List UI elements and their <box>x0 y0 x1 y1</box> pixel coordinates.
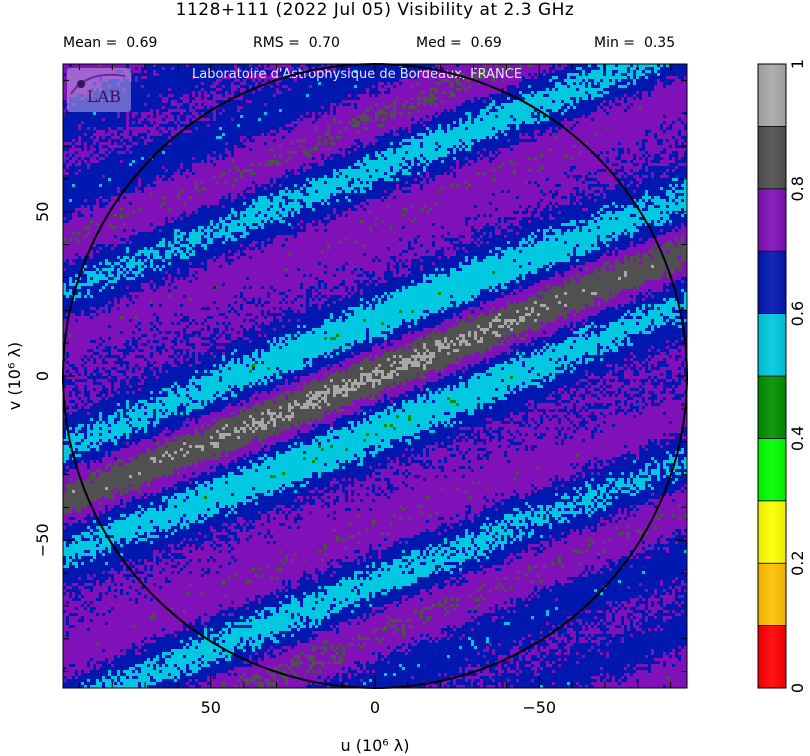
stat-med: Med = 0.69 <box>416 35 502 51</box>
lab-logo-mark: LAB <box>70 73 126 106</box>
plot-frame <box>62 63 688 689</box>
y-axis-title: v (10⁶ λ) <box>5 342 24 410</box>
plot-area <box>63 64 687 688</box>
uv-coverage-circle <box>62 63 688 689</box>
stat-min-value: 0.35 <box>643 35 676 51</box>
stat-rms-value: 0.70 <box>308 35 340 51</box>
x-tick-label: 0 <box>370 698 380 717</box>
stat-med-label: Med = <box>416 35 462 51</box>
y-tick-label: 50 <box>33 202 52 222</box>
x-tick-label: 50 <box>201 698 221 717</box>
colorbar-labels: 0 0.2 0.4 0.6 0.8 1 <box>788 59 807 693</box>
y-tick-labels: 50 0 −50 <box>33 202 52 557</box>
colorbar-tick-label: 1 <box>788 59 807 69</box>
stat-rms-label: RMS = <box>253 35 300 51</box>
y-tick-label: 0 <box>33 371 52 381</box>
x-tick-label: −50 <box>522 698 556 717</box>
colorbar-tick-label: 0 <box>788 683 807 693</box>
stat-rms: RMS = 0.70 <box>253 35 340 51</box>
axis-ticks <box>63 64 687 688</box>
stat-mean: Mean = 0.69 <box>63 35 157 51</box>
stat-mean-label: Mean = <box>63 35 118 51</box>
lab-logo: LAB <box>67 68 131 112</box>
colorbar-shade <box>758 64 786 688</box>
lab-logo-text: LAB <box>87 87 121 106</box>
visibility-heatmap <box>63 64 687 688</box>
colorbar-tick-label: 0.6 <box>788 301 807 326</box>
stat-min: Min = 0.35 <box>594 35 675 51</box>
stat-med-value: 0.69 <box>470 35 502 51</box>
x-tick-labels: 50 0 −50 <box>201 698 556 717</box>
stat-min-label: Min = <box>594 35 636 51</box>
stat-mean-value: 0.69 <box>126 35 158 51</box>
colorbar-frame <box>757 63 787 689</box>
y-tick-label: −50 <box>33 523 52 557</box>
colorbar-tick-label: 0.8 <box>788 176 807 201</box>
colorbar-tick-label: 0.4 <box>788 426 807 451</box>
chart-title: 1128+111 (2022 Jul 05) Visibility at 2.3… <box>175 0 575 20</box>
colorbar-tick-label: 0.2 <box>788 550 807 575</box>
x-axis-title: u (10⁶ λ) <box>340 736 409 755</box>
